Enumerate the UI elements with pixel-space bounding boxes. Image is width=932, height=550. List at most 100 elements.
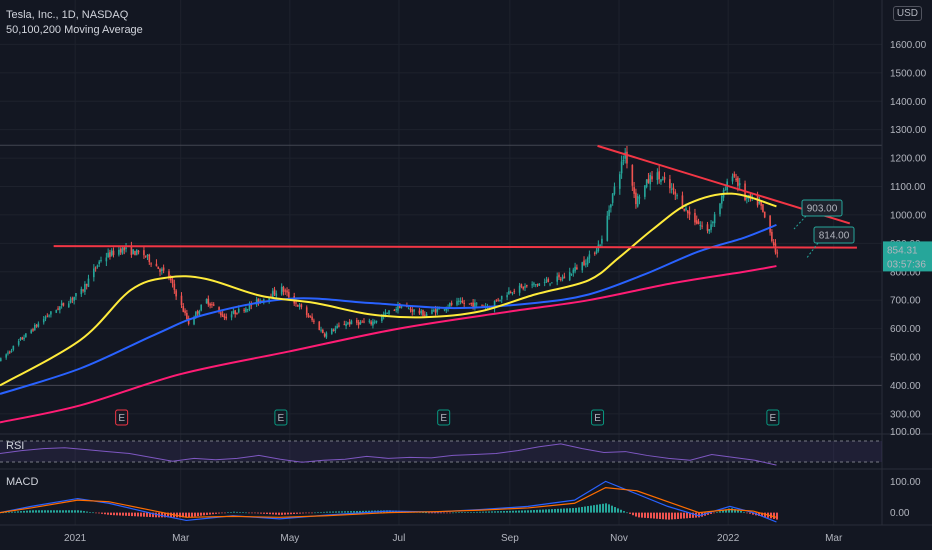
candle — [384, 312, 387, 315]
macd-histogram-bar — [734, 509, 736, 513]
macd-histogram-bar — [218, 512, 220, 514]
macd-histogram-bar — [533, 510, 535, 513]
candle — [563, 276, 566, 279]
candle — [330, 328, 333, 334]
candle — [356, 319, 358, 323]
macd-histogram-bar — [551, 509, 553, 513]
macd-histogram-bar — [248, 512, 250, 514]
candle — [280, 286, 283, 295]
ma50-line — [0, 192, 777, 387]
macd-histogram-bar — [521, 510, 523, 513]
y-tick-label: 1400.00 — [890, 97, 927, 108]
macd-histogram-bar — [47, 510, 49, 513]
candle — [93, 268, 95, 278]
macd-histogram-bar — [584, 506, 586, 513]
macd-histogram-bar — [200, 512, 202, 516]
macd-histogram-bar — [455, 512, 457, 514]
macd-histogram-bar — [56, 510, 58, 513]
candle — [724, 189, 727, 191]
macd-histogram-bar — [296, 512, 298, 514]
candle — [311, 316, 313, 321]
macd-histogram-bar — [191, 512, 193, 517]
earnings-marker — [115, 409, 129, 426]
macd-histogram-bar — [212, 512, 214, 515]
candle — [511, 292, 514, 294]
candle — [638, 197, 641, 199]
candle — [223, 316, 226, 318]
candle — [125, 247, 127, 250]
candle — [230, 314, 233, 318]
macd-histogram-bar — [308, 512, 310, 514]
macd-pane-label[interactable]: MACD — [6, 476, 39, 488]
macd-histogram-bar — [221, 512, 223, 514]
candle — [225, 316, 228, 319]
macd-histogram-bar — [647, 512, 649, 519]
candle — [534, 284, 537, 286]
macd-histogram-bar — [182, 512, 184, 518]
candle — [524, 286, 526, 288]
candle — [674, 191, 677, 195]
candle — [588, 254, 591, 259]
candle — [506, 295, 508, 298]
macd-histogram-bar — [596, 504, 598, 513]
candle — [738, 183, 741, 186]
macd-histogram-bar — [500, 511, 502, 513]
macd-histogram-bar — [524, 510, 526, 513]
candle — [159, 269, 161, 272]
rsi-pane-label[interactable]: RSI — [6, 440, 25, 452]
candle — [443, 309, 446, 311]
macd-histogram-bar — [629, 512, 631, 514]
candle — [196, 310, 199, 314]
macd-histogram-bar — [506, 510, 508, 513]
candle — [273, 289, 276, 295]
y-tick-label: 300.00 — [890, 409, 921, 420]
macd-histogram-bar — [266, 512, 268, 515]
candle — [525, 284, 528, 287]
candle — [248, 304, 251, 310]
candle — [361, 321, 363, 323]
macd-histogram-bar — [128, 512, 130, 516]
macd-histogram-bar — [662, 512, 664, 520]
macd-histogram-bar — [338, 511, 340, 513]
macd-histogram-bar — [713, 512, 715, 514]
candle — [286, 290, 288, 293]
candle — [601, 238, 603, 244]
macd-histogram-bar — [746, 512, 748, 514]
macd-histogram-bar — [254, 512, 256, 514]
macd-histogram-bar — [611, 505, 613, 513]
candle — [561, 277, 564, 280]
macd-histogram-bar — [359, 510, 361, 513]
macd-histogram-bar — [719, 511, 721, 513]
candle — [375, 320, 378, 323]
candle — [558, 274, 560, 278]
currency-button[interactable]: USD — [892, 6, 922, 21]
candle — [305, 307, 308, 315]
macd-histogram-bar — [245, 512, 247, 514]
candle — [760, 200, 762, 206]
y-tick-label: 700.00 — [890, 296, 921, 307]
candle — [44, 317, 47, 319]
candle — [656, 172, 659, 180]
macd-histogram-bar — [431, 512, 433, 514]
indicator-legend[interactable]: 50,100,200 Moving Average — [6, 24, 143, 36]
macd-histogram-bar — [53, 510, 55, 513]
candle — [220, 312, 222, 316]
candle — [746, 197, 748, 199]
macd-signal-line — [0, 487, 777, 518]
candle — [595, 250, 598, 254]
candle — [94, 267, 97, 269]
candle — [712, 222, 714, 224]
macd-histogram-bar — [77, 510, 79, 513]
macd-histogram-bar — [224, 512, 226, 514]
macd-histogram-bar — [605, 503, 607, 513]
macd-histogram-bar — [497, 511, 499, 513]
candle — [420, 310, 423, 314]
macd-histogram-bar — [275, 512, 277, 515]
macd-histogram-bar — [83, 511, 85, 513]
candle — [495, 299, 498, 301]
candle — [195, 312, 197, 317]
candle — [105, 257, 108, 262]
candle — [234, 310, 236, 315]
candle — [633, 187, 635, 194]
